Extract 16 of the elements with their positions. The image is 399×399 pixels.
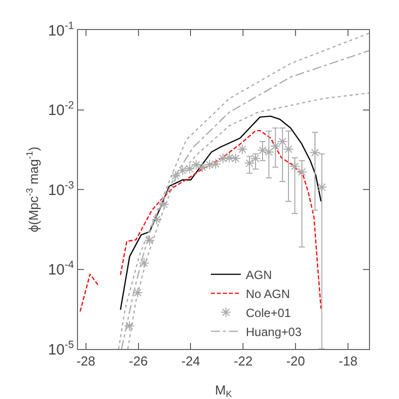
y-tick-label: 10$^{-1}$ (48, 20, 74, 40)
y-tick-label: 10$^{-4}$ (48, 259, 74, 278)
x-tick-label: -26 (128, 354, 148, 369)
y-tick-label: 10$^{-2}$ (48, 100, 74, 119)
legend-label: Huang+03 (246, 324, 302, 339)
x-tick-label: -20 (286, 354, 305, 369)
legend-label: AGN (246, 268, 272, 282)
legend-label: Cole+01 (246, 306, 292, 320)
x-tick-label: -28 (76, 354, 96, 369)
x-tick-label: -22 (234, 354, 253, 369)
x-axis-title: M$_{K}$ (215, 382, 232, 399)
legend-label: No AGN (246, 286, 290, 301)
x-tick-label: -24 (181, 354, 200, 369)
y-tick-label: 10$^{-3}$ (48, 179, 74, 199)
x-tick-label: -18 (338, 354, 358, 369)
y-tick-label: 10$^{-5}$ (48, 338, 74, 358)
